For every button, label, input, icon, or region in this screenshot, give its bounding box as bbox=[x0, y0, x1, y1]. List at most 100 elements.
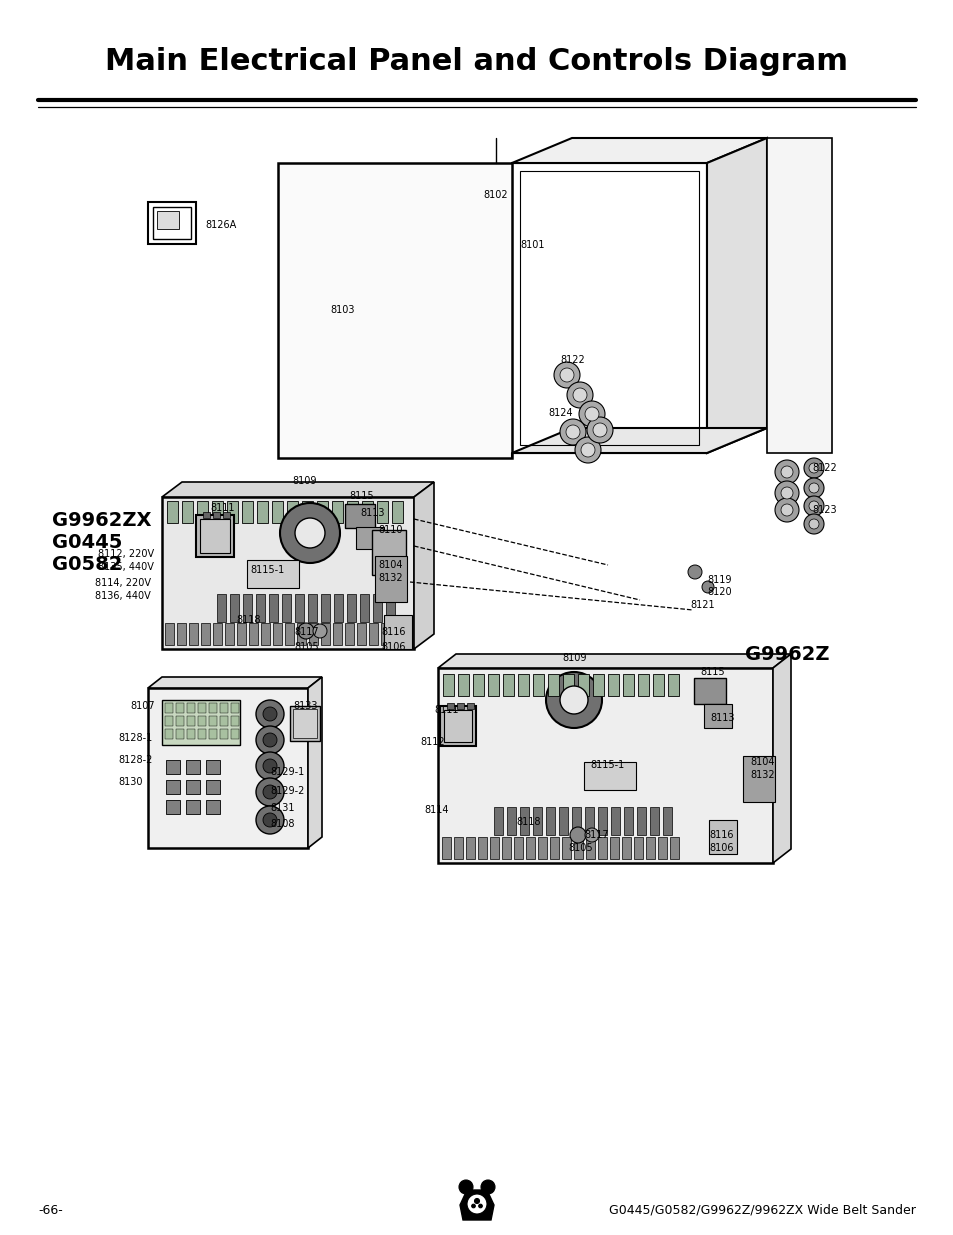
Bar bbox=[359, 594, 369, 622]
Text: G0445/G0582/G9962Z/9962ZX Wide Belt Sander: G0445/G0582/G9962Z/9962ZX Wide Belt Sand… bbox=[608, 1203, 915, 1216]
Bar bbox=[333, 622, 341, 645]
Polygon shape bbox=[414, 482, 434, 650]
Bar bbox=[623, 806, 633, 835]
Text: 8103: 8103 bbox=[330, 305, 355, 315]
Bar bbox=[467, 703, 474, 709]
Bar bbox=[308, 594, 316, 622]
Text: 8116: 8116 bbox=[708, 830, 733, 840]
Text: 8116: 8116 bbox=[380, 627, 405, 637]
Bar bbox=[465, 837, 475, 860]
Circle shape bbox=[803, 496, 823, 516]
Bar bbox=[380, 622, 390, 645]
Bar bbox=[593, 674, 603, 697]
Text: 8132: 8132 bbox=[377, 573, 402, 583]
Text: 8113: 8113 bbox=[359, 508, 384, 517]
Bar bbox=[287, 501, 297, 522]
Circle shape bbox=[559, 419, 585, 445]
Bar bbox=[255, 594, 265, 622]
Text: 8128-1: 8128-1 bbox=[118, 734, 152, 743]
Circle shape bbox=[263, 760, 276, 773]
Bar bbox=[345, 622, 354, 645]
Text: 8101: 8101 bbox=[519, 240, 544, 249]
Bar bbox=[166, 781, 180, 794]
Bar bbox=[537, 837, 546, 860]
Bar bbox=[607, 674, 618, 697]
Bar bbox=[473, 674, 483, 697]
Text: 8115: 8115 bbox=[700, 667, 724, 677]
Text: 8132: 8132 bbox=[749, 769, 774, 781]
Bar bbox=[652, 674, 663, 697]
Text: 8122: 8122 bbox=[811, 463, 836, 473]
Text: 8130: 8130 bbox=[118, 777, 142, 787]
Text: 8104: 8104 bbox=[749, 757, 774, 767]
Circle shape bbox=[701, 580, 713, 593]
Circle shape bbox=[781, 466, 792, 478]
Bar bbox=[290, 706, 319, 741]
Text: 8108: 8108 bbox=[270, 819, 294, 829]
Circle shape bbox=[774, 459, 799, 484]
Bar bbox=[162, 496, 414, 650]
Bar bbox=[198, 703, 206, 713]
Bar bbox=[332, 501, 343, 522]
Text: 8136, 440V: 8136, 440V bbox=[95, 592, 151, 601]
Text: 8131: 8131 bbox=[270, 803, 294, 813]
Bar bbox=[669, 837, 679, 860]
Bar bbox=[637, 806, 645, 835]
Circle shape bbox=[478, 1204, 482, 1208]
Bar bbox=[175, 703, 184, 713]
Bar bbox=[175, 729, 184, 739]
Bar bbox=[393, 622, 401, 645]
Bar bbox=[277, 163, 512, 458]
Bar bbox=[369, 622, 377, 645]
Circle shape bbox=[255, 778, 284, 806]
Bar bbox=[658, 837, 666, 860]
Bar bbox=[320, 594, 330, 622]
Bar bbox=[439, 706, 476, 746]
Bar bbox=[512, 163, 706, 453]
Text: 8120: 8120 bbox=[706, 587, 731, 597]
Text: G9962ZX: G9962ZX bbox=[52, 510, 152, 530]
Bar bbox=[206, 781, 220, 794]
Text: 8106: 8106 bbox=[708, 844, 733, 853]
Bar bbox=[223, 513, 230, 517]
Bar bbox=[162, 700, 240, 745]
Bar bbox=[166, 760, 180, 774]
Polygon shape bbox=[512, 138, 766, 163]
Bar bbox=[272, 501, 283, 522]
Bar bbox=[703, 704, 731, 727]
Text: 8104: 8104 bbox=[377, 559, 402, 571]
Bar bbox=[437, 668, 772, 863]
Bar bbox=[225, 622, 233, 645]
Bar bbox=[667, 674, 679, 697]
Bar bbox=[519, 806, 529, 835]
Circle shape bbox=[263, 734, 276, 747]
Text: 8112: 8112 bbox=[419, 737, 444, 747]
Bar bbox=[562, 674, 574, 697]
Bar bbox=[236, 622, 246, 645]
Text: 8133: 8133 bbox=[293, 701, 317, 711]
Text: 8126A: 8126A bbox=[205, 220, 236, 230]
Circle shape bbox=[569, 827, 585, 844]
Bar bbox=[200, 519, 230, 553]
Bar bbox=[662, 806, 671, 835]
Bar bbox=[195, 515, 233, 557]
Circle shape bbox=[566, 382, 593, 408]
Bar bbox=[198, 729, 206, 739]
Bar bbox=[609, 837, 618, 860]
Bar bbox=[742, 756, 774, 802]
Bar bbox=[622, 674, 634, 697]
Circle shape bbox=[559, 368, 574, 382]
Text: G9962Z: G9962Z bbox=[744, 646, 828, 664]
Bar bbox=[334, 594, 343, 622]
Bar bbox=[638, 674, 648, 697]
Bar bbox=[584, 806, 594, 835]
Bar bbox=[242, 501, 253, 522]
Bar bbox=[517, 674, 529, 697]
Bar bbox=[578, 674, 588, 697]
Bar bbox=[477, 837, 486, 860]
Text: 8117: 8117 bbox=[583, 830, 608, 840]
Bar bbox=[302, 501, 313, 522]
Text: 8121: 8121 bbox=[689, 600, 714, 610]
Text: 8107: 8107 bbox=[130, 701, 154, 711]
Circle shape bbox=[280, 503, 339, 563]
